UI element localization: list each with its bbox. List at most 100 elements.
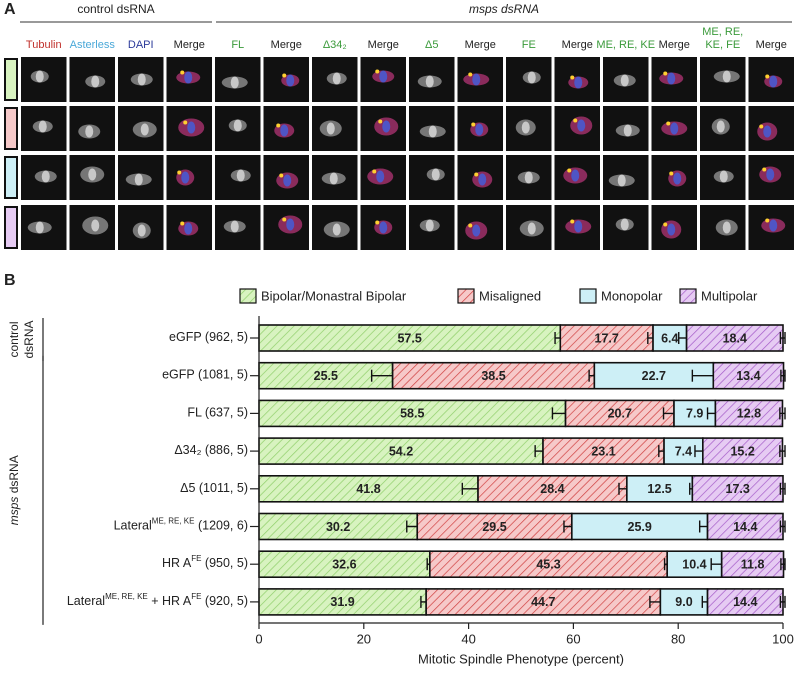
error-bar xyxy=(779,482,786,495)
x-tick-label: 60 xyxy=(566,631,580,646)
micrograph xyxy=(700,57,746,102)
value-label: 38.5 xyxy=(481,369,505,383)
micrograph xyxy=(506,106,552,151)
value-label: 58.5 xyxy=(400,407,424,421)
legend-label: Multipolar xyxy=(701,288,758,303)
panel-label: B xyxy=(4,272,16,289)
bar-segment xyxy=(685,324,784,352)
panel-label: A xyxy=(4,1,16,18)
bar-segment xyxy=(542,437,665,465)
micrograph xyxy=(263,106,309,151)
value-label: 44.7 xyxy=(531,595,555,609)
y-tick-label: HR AFE (950, 5) xyxy=(162,554,248,570)
y-tick-label: eGFP (1081, 5) xyxy=(162,368,248,382)
error-bar xyxy=(780,558,786,571)
micrograph xyxy=(215,57,261,102)
micrograph xyxy=(69,57,115,102)
micrograph xyxy=(651,155,697,200)
error-bar xyxy=(780,369,786,382)
micrograph xyxy=(215,106,261,151)
value-label: 18.4 xyxy=(723,331,747,345)
micrograph xyxy=(700,106,746,151)
bar-segment xyxy=(702,437,784,465)
column-label: Merge xyxy=(174,39,205,51)
legend-swatch xyxy=(579,288,597,304)
x-tick-label: 80 xyxy=(671,631,685,646)
micrograph xyxy=(360,205,406,250)
bar-segment xyxy=(673,399,717,428)
micrograph xyxy=(409,57,455,102)
value-label: 41.8 xyxy=(356,482,380,496)
micrograph xyxy=(215,205,261,250)
x-tick-label: 100 xyxy=(772,631,794,646)
column-label: Merge xyxy=(368,39,399,51)
value-label: 57.5 xyxy=(397,331,421,345)
micrograph xyxy=(748,106,794,151)
value-label: 20.7 xyxy=(608,407,632,421)
micrograph xyxy=(506,205,552,250)
y-tick-label: eGFP (962, 5) xyxy=(169,330,248,344)
row-swatch xyxy=(4,58,18,101)
micrograph xyxy=(748,205,794,250)
micrograph xyxy=(166,57,212,102)
column-label: Merge xyxy=(562,39,593,51)
group-label: control dsRNA xyxy=(77,2,154,16)
bar-segment xyxy=(258,437,544,465)
column-label: Tubulin xyxy=(26,39,62,51)
micrograph xyxy=(554,205,600,250)
micrograph xyxy=(603,57,649,102)
column-label: DAPI xyxy=(128,39,154,51)
y-tick-label: LateralME, RE, KE (1209, 6) xyxy=(114,517,248,533)
row-swatch xyxy=(4,206,18,249)
micrograph xyxy=(700,205,746,250)
bar-segment xyxy=(659,588,709,616)
micrograph xyxy=(166,205,212,250)
column-label: FE xyxy=(522,39,536,51)
bar-segment xyxy=(691,474,784,503)
bar-segment xyxy=(559,324,654,352)
value-label: 12.8 xyxy=(737,407,761,421)
y-tick-label: Δ34₂ (886, 5) xyxy=(174,443,248,457)
column-label: Merge xyxy=(271,39,302,51)
micrograph xyxy=(409,106,455,151)
micrograph xyxy=(700,155,746,200)
micrograph xyxy=(118,205,164,250)
micrograph xyxy=(312,57,358,102)
micrograph xyxy=(554,155,600,200)
micrograph xyxy=(360,57,406,102)
micrograph xyxy=(263,57,309,102)
column-label: Asterless xyxy=(70,39,116,51)
value-label: 25.5 xyxy=(314,369,338,383)
micrograph xyxy=(312,155,358,200)
group-label: msps dsRNA xyxy=(7,455,21,525)
micrograph xyxy=(457,106,503,151)
value-label: 12.5 xyxy=(647,482,671,496)
value-label: 30.2 xyxy=(326,520,350,534)
legend-label: Monopolar xyxy=(601,288,663,303)
value-label: 29.5 xyxy=(482,520,506,534)
column-label: Merge xyxy=(756,39,787,51)
bar-segment xyxy=(626,474,694,503)
value-label: 32.6 xyxy=(332,557,356,571)
bar-segment xyxy=(477,474,628,503)
value-label: 13.4 xyxy=(736,369,760,383)
value-label: 28.4 xyxy=(540,482,564,496)
value-label: 17.3 xyxy=(726,482,750,496)
value-label: 17.7 xyxy=(595,331,619,345)
micrograph xyxy=(263,205,309,250)
x-tick-label: 40 xyxy=(461,631,475,646)
micrograph xyxy=(166,155,212,200)
legend-label: Bipolar/Monastral Bipolar xyxy=(261,288,407,303)
micrograph xyxy=(312,106,358,151)
micrograph xyxy=(457,57,503,102)
column-label: FL xyxy=(231,39,244,51)
value-label: 25.9 xyxy=(628,520,652,534)
bar-segment xyxy=(714,399,784,428)
y-tick-label: Δ5 (1011, 5) xyxy=(180,481,248,495)
column-label: Merge xyxy=(465,39,496,51)
micrograph xyxy=(748,155,794,200)
micrograph xyxy=(21,155,67,200)
value-label: 15.2 xyxy=(730,444,754,458)
micrograph xyxy=(21,106,67,151)
